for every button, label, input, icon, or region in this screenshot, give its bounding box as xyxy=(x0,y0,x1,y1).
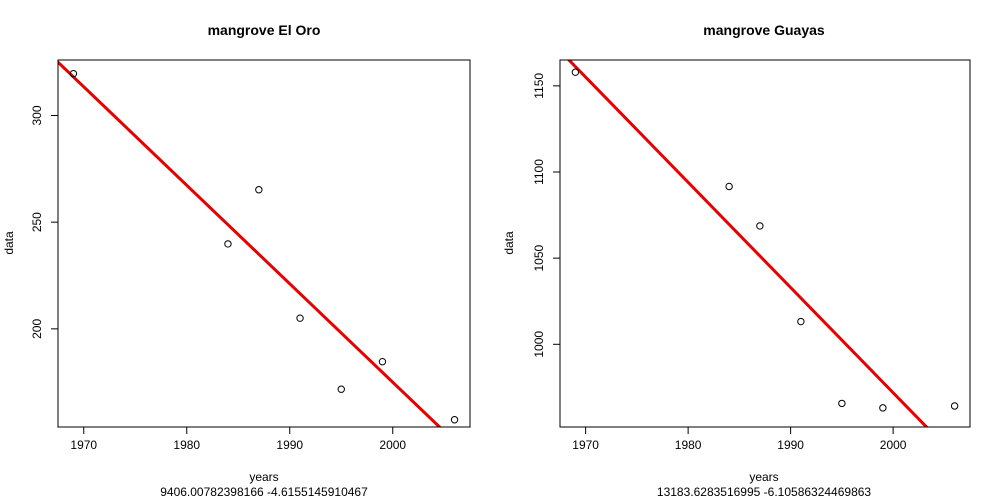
y-tick-label: 300 xyxy=(30,105,44,125)
data-point xyxy=(337,385,345,393)
data-point xyxy=(950,402,959,410)
data-point xyxy=(797,317,805,326)
x-tick-label: 2000 xyxy=(880,438,907,452)
data-point xyxy=(879,404,887,412)
data-point xyxy=(255,186,263,194)
data-point xyxy=(296,314,304,322)
regression-line xyxy=(566,60,929,427)
x-tick-label: 1980 xyxy=(173,438,200,452)
y-tick-label: 1100 xyxy=(532,159,546,185)
regression-line xyxy=(58,60,442,427)
data-point xyxy=(378,358,387,366)
x-axis-label: years xyxy=(249,470,278,484)
y-tick-label: 250 xyxy=(30,212,44,232)
x-tick-label: 1970 xyxy=(70,438,97,452)
x-tick-label: 1980 xyxy=(675,438,702,452)
x-axis-label: years xyxy=(749,470,778,484)
x-tick-label: 1970 xyxy=(572,438,599,452)
data-point xyxy=(224,240,232,248)
data-point xyxy=(450,416,459,424)
data-point xyxy=(725,182,733,191)
fit-coefficients: 9406.00782398166 -4.6155145910467 xyxy=(160,485,368,499)
y-axis-label: data xyxy=(502,231,516,255)
chart-title: mangrove El Oro xyxy=(208,22,321,38)
data-point xyxy=(756,222,764,230)
plot-area: 1970 1980 1990 2000 200 250 300 xyxy=(30,60,459,452)
fit-coefficients: 13183.6283516995 -6.10586324469863 xyxy=(657,485,872,499)
chart-title: mangrove Guayas xyxy=(703,22,825,38)
panel-el-oro: mangrove El Oro 1970 1980 1990 2000 200 250 30… xyxy=(2,22,471,499)
data-point xyxy=(69,69,78,78)
data-point xyxy=(838,399,846,408)
plot-frame xyxy=(559,59,971,428)
y-tick-label: 200 xyxy=(30,319,44,339)
y-tick-label: 1050 xyxy=(532,244,546,271)
data-point xyxy=(571,68,580,76)
plot-area: 1970 1980 1990 2000 1000 1050 1100 1150 xyxy=(532,60,959,452)
x-tick-label: 2000 xyxy=(379,438,406,452)
y-tick-label: 1000 xyxy=(532,331,546,358)
y-axis-label: data xyxy=(2,231,16,255)
x-tick-label: 1990 xyxy=(276,438,303,452)
panel-guayas: mangrove Guayas 1970 1980 1990 2000 1000 1050… xyxy=(502,22,971,499)
y-tick-label: 1150 xyxy=(532,73,546,99)
plot-frame xyxy=(57,59,471,428)
x-tick-label: 1990 xyxy=(777,438,804,452)
